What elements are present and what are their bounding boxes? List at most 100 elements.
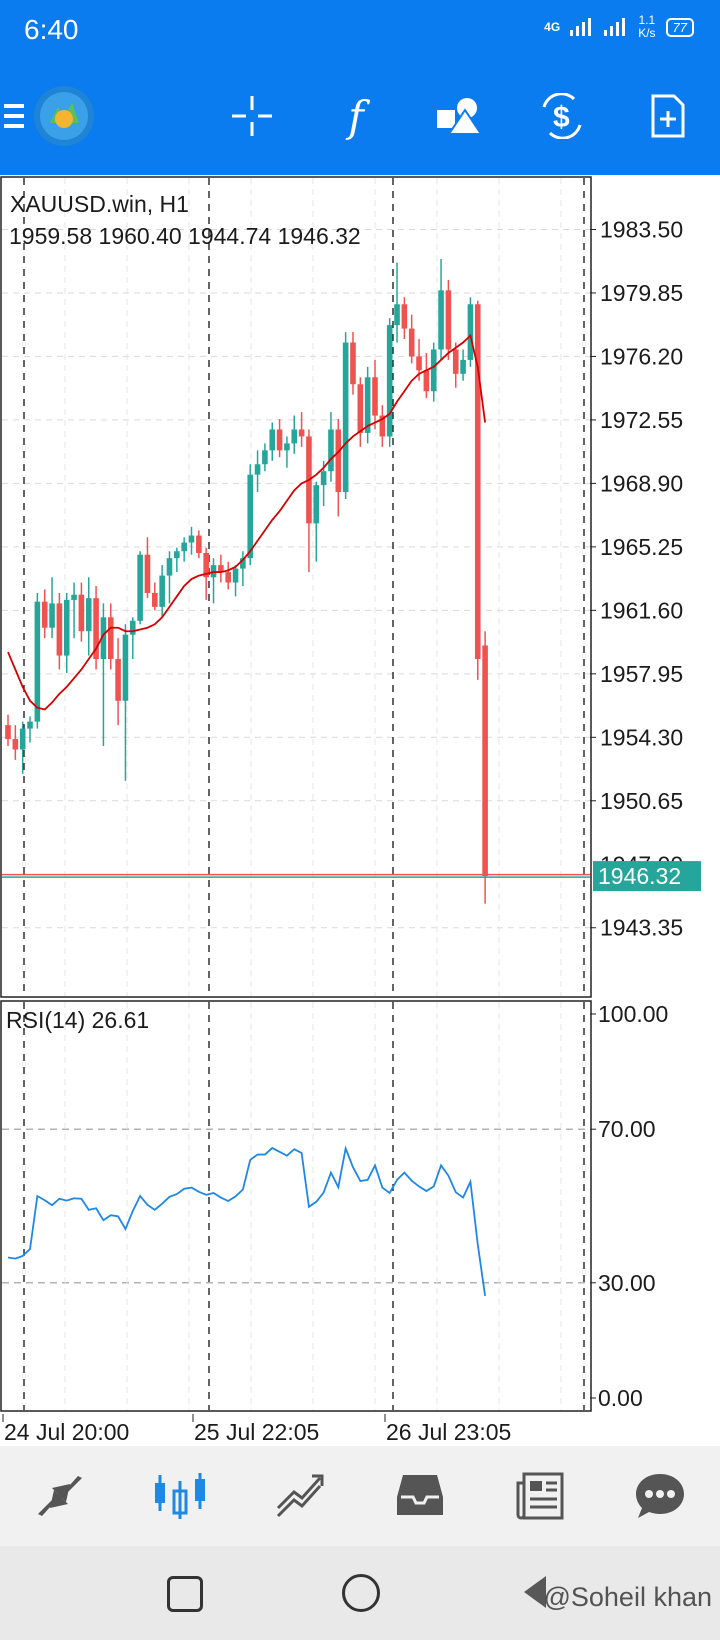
candle-body [254,464,261,475]
trade-icon[interactable]: $ [534,88,590,144]
candle-body [107,617,114,660]
candle-body [27,721,33,729]
rsi-label: RSI(14) 26.61 [6,1007,149,1033]
home-button[interactable] [342,1574,380,1612]
candle-body [122,634,129,701]
candle-body [357,384,364,433]
rsi-chart[interactable]: 100.00 70.00 30.00 0.00 RSI(14) 26.61 [0,1000,720,1412]
objects-icon[interactable] [432,88,488,144]
candle-body [291,429,298,444]
quotes-icon[interactable] [24,1460,96,1532]
candle-body [262,450,268,465]
candle-body [379,415,386,437]
candle-body [71,594,77,600]
rsi-tick-label: 30.00 [598,1270,656,1296]
rsi-tick-label: 0.00 [598,1385,643,1411]
rsi-axis: 100.00 70.00 30.00 0.00 [590,1001,668,1411]
y-tick-label: 1943.35 [600,915,683,941]
rsi-day-separators [23,1002,585,1410]
candle-body [129,620,136,635]
ohlc-label: 1959.58 1960.40 1944.74 1946.32 [9,223,361,249]
menu-icon[interactable] [0,88,30,144]
price-axis: 1983.50 1979.85 1976.20 1972.55 1968.90 1965.… [590,216,683,941]
bottom-navigation [0,1446,720,1546]
system-navigation-bar [0,1546,720,1640]
candle-body [452,349,459,374]
x-tick-label: 25 Jul 22:05 [194,1419,319,1445]
history-icon[interactable] [384,1460,456,1532]
candle-body [225,572,231,583]
y-tick-label: 1976.20 [600,343,683,369]
current-price-marker: 1947.001946.32 [2,851,701,892]
candle-body [394,304,400,326]
moving-average-line [7,333,486,711]
candle-body [41,601,48,628]
signal-icon-2 [604,18,626,36]
candle-body [144,554,151,593]
candle-body [445,290,452,350]
app-logo-icon[interactable] [32,84,96,148]
candle-body [401,304,408,329]
candles [5,259,488,904]
candle-body [115,659,121,701]
new-order-icon[interactable] [640,88,696,144]
candle-body [218,565,224,573]
chart-icon[interactable] [144,1460,216,1532]
candle-body [313,485,320,524]
candle-body [63,599,70,656]
y-tick-label: 1983.50 [600,216,683,242]
rsi-tick-label: 70.00 [598,1116,656,1142]
rsi-tick-label: 100.00 [598,1001,668,1027]
status-icons: 4G 1.1 K/s 77 [544,14,694,40]
price-grid [2,178,590,996]
crosshair-icon[interactable] [224,88,280,144]
chart-area[interactable]: 1983.50 1979.85 1976.20 1972.55 1968.90 1965.… [0,176,720,1446]
candle-body [19,728,26,750]
candle-body [152,592,158,607]
y-tick-label: 1954.30 [600,724,683,750]
candle-body [438,290,444,350]
candle-body [408,328,415,357]
y-tick-label: 1950.65 [600,788,683,814]
watermark: @Soheil khan [543,1582,712,1612]
battery-icon: 77 [665,17,694,37]
candle-body [335,429,342,493]
candle-body [93,598,99,660]
news-icon[interactable] [504,1460,576,1532]
candle-body [5,725,11,740]
messages-icon[interactable] [624,1460,696,1532]
candle-body [137,554,143,621]
trade-icon[interactable] [264,1460,336,1532]
y-tick-label: 1968.90 [600,470,683,496]
candle-body [269,429,276,451]
candle-body [56,603,63,656]
candle-body [188,535,195,543]
candle-body [460,359,466,374]
candle-body [85,598,92,632]
back-button[interactable] [524,1576,546,1608]
candle-body [240,558,246,569]
price-plot-frame [0,176,592,998]
candle-body [320,471,327,486]
y-tick-label: 1961.60 [600,597,683,623]
day-separators [23,178,585,996]
candle-body [12,739,19,750]
rsi-line [7,1145,486,1296]
candle-body [423,370,430,392]
y-tick-label: 1957.95 [600,661,683,687]
y-tick-label: 1965.25 [600,534,683,560]
recents-button[interactable] [167,1576,203,1612]
rsi-grid [2,1002,590,1410]
candle-body [232,568,239,583]
candle-body [166,558,173,576]
network-label: 4G [544,20,561,34]
candle-body [364,377,371,433]
svg-text:$: $ [553,101,570,134]
x-tick-label: 24 Jul 20:00 [4,1419,129,1445]
x-tick-label: 26 Jul 23:05 [386,1419,511,1445]
candle-body [49,603,55,628]
indicators-icon[interactable]: f [348,91,364,141]
price-chart[interactable]: 1983.50 1979.85 1976.20 1972.55 1968.90 1965.… [0,176,720,998]
candle-body [467,304,474,360]
current-price-box [593,861,701,892]
